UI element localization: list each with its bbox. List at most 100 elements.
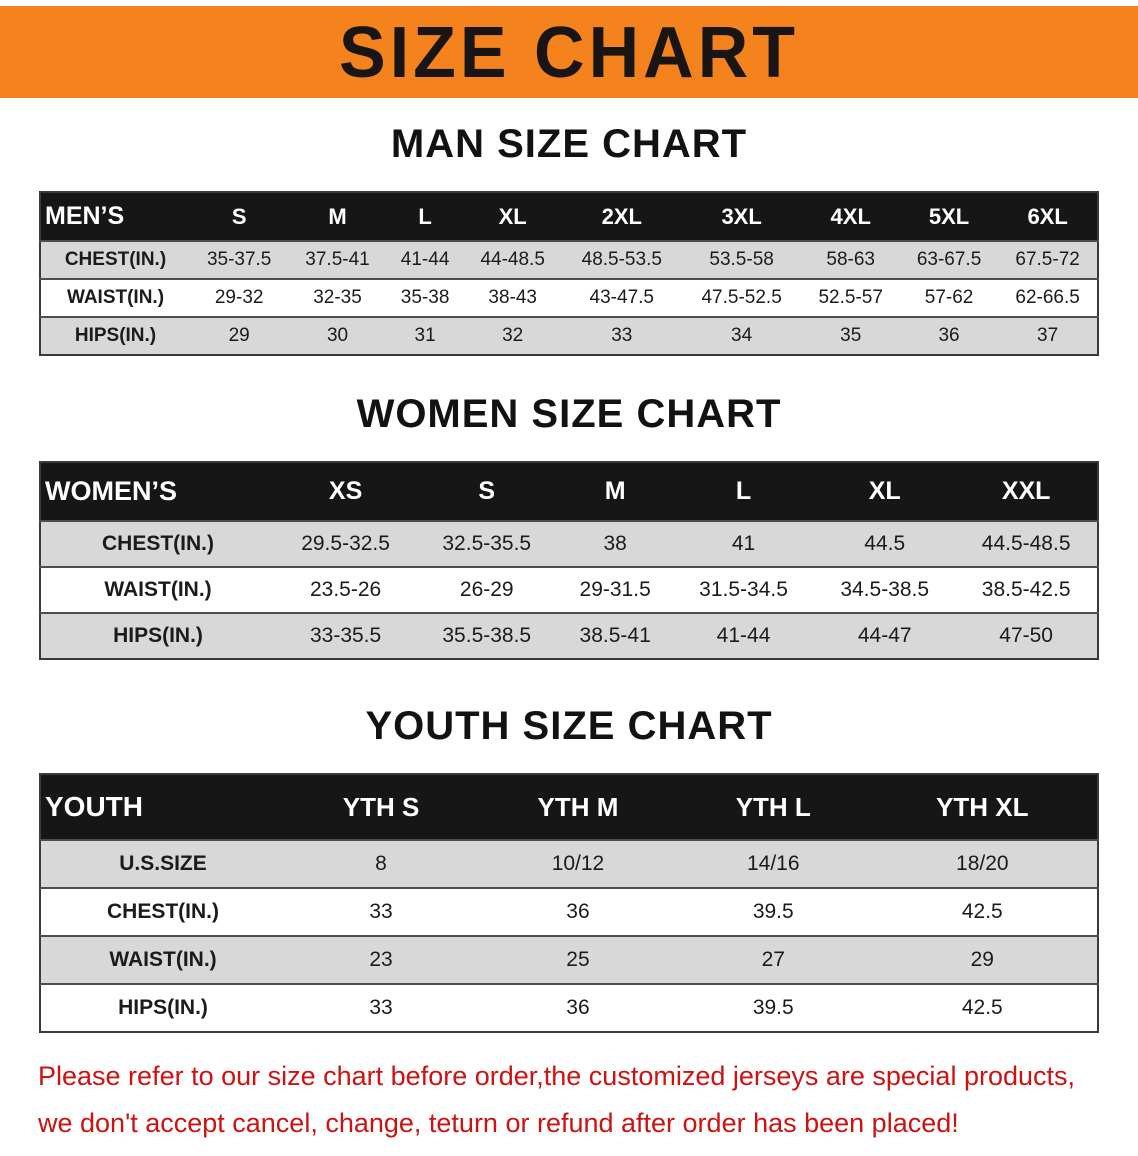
size-column-header: 5XL <box>928 203 970 229</box>
table-header-row: YOUTH YTH S YTH M YTH L YTH XL <box>40 774 1098 840</box>
measurement-label: WAIST(IN.) <box>66 287 165 308</box>
measurement-row: HIPS(IN.) 33-35.5 35.5-38.5 38.5-41 41-44 44-… <box>40 613 1098 659</box>
measurement-label: HIPS(IN.) <box>74 325 157 346</box>
size-value: 47-50 <box>999 624 1053 647</box>
measurement-row: WAIST(IN.) 23 25 27 29 <box>40 936 1098 984</box>
size-value: 23.5-26 <box>309 578 382 601</box>
measurement-row: CHEST(IN.) 33 36 39.5 42.5 <box>40 888 1098 936</box>
size-value: 38.5-42.5 <box>981 578 1071 601</box>
size-value: 42.5 <box>961 900 1003 923</box>
size-value: 33-35.5 <box>309 624 382 647</box>
size-value: 44.5 <box>864 532 906 555</box>
size-value: 38 <box>603 532 627 555</box>
size-value: 29-31.5 <box>579 578 651 601</box>
size-value: 34 <box>731 325 753 346</box>
men-size-table: MEN’S S M L XL 2XL 3XL 4XL 5XL 6XL CHEST(IN.) 35-37… <box>39 191 1099 356</box>
size-column-header: M <box>604 477 626 505</box>
size-value: 32 <box>502 325 524 346</box>
size-value: 29 <box>970 948 994 971</box>
size-value: 39.5 <box>752 996 794 1019</box>
size-value: 48.5-53.5 <box>581 249 662 270</box>
footer-note: Please refer to our size chart before or… <box>38 1053 1100 1148</box>
size-column-header: 6XL <box>1027 203 1068 229</box>
size-column-header: M <box>328 203 347 229</box>
size-value: 41-44 <box>716 624 771 647</box>
size-value: 8 <box>375 852 387 875</box>
size-column-header: 4XL <box>830 203 871 229</box>
measurement-row: WAIST(IN.) 23.5-26 26-29 29-31.5 31.5-34.5 34… <box>40 567 1098 613</box>
measurement-row: HIPS(IN.) 33 36 39.5 42.5 <box>40 984 1098 1032</box>
size-value: 31 <box>414 325 436 346</box>
size-value: 44-47 <box>857 624 912 647</box>
size-value: 67.5-72 <box>1015 249 1080 270</box>
size-value: 35-38 <box>400 287 450 308</box>
size-value: 52.5-57 <box>818 287 883 308</box>
size-value: 41-44 <box>400 249 450 270</box>
size-value: 35 <box>840 325 862 346</box>
size-value: 38-43 <box>488 287 537 308</box>
size-value: 44-48.5 <box>480 249 545 270</box>
size-value: 26-29 <box>459 578 514 601</box>
size-value: 41 <box>731 532 756 555</box>
size-value: 30 <box>326 325 349 346</box>
table-header-row: WOMEN’S XS S M L XL XXL <box>40 462 1098 521</box>
youth-section-heading: YOUTH SIZE CHART <box>365 704 773 748</box>
measurement-row: CHEST(IN.) 29.5-32.5 32.5-35.5 38 41 44.5 44.5… <box>40 521 1098 567</box>
size-value: 57-62 <box>924 287 974 308</box>
measurement-label: CHEST(IN.) <box>107 900 219 923</box>
size-value: 29-32 <box>214 287 264 308</box>
size-column-header: L <box>418 203 432 229</box>
size-value: 29.5-32.5 <box>301 532 390 555</box>
size-value: 35.5-38.5 <box>442 624 532 647</box>
table-corner-label: WOMEN’S <box>45 476 177 506</box>
size-value: 34.5-38.5 <box>840 578 930 601</box>
size-value: 35-37.5 <box>206 249 272 270</box>
measurement-label: CHEST(IN.) <box>102 532 214 555</box>
size-value: 37 <box>1037 325 1059 346</box>
measurement-row: HIPS(IN.) 29 30 31 32 33 34 35 36 37 <box>40 317 1098 355</box>
size-value: 62-66.5 <box>1015 287 1080 308</box>
size-value: 37.5-41 <box>305 249 370 270</box>
size-column-header: YTH M <box>537 791 619 822</box>
size-value: 27 <box>761 948 785 971</box>
measurement-label: HIPS(IN.) <box>118 996 208 1019</box>
size-value: 33 <box>611 325 633 346</box>
youth-size-table: YOUTH YTH S YTH M YTH L YTH XL U.S.SIZE 8 10/12… <box>39 773 1099 1033</box>
section-men: MAN SIZE CHART MEN’S S M L XL 2XL 3XL 4XL 5XL 6XL… <box>0 122 1138 356</box>
section-women: WOMEN SIZE CHART WOMEN’S XS S M L XL XXL CHEST(… <box>0 392 1138 660</box>
size-value: 36 <box>938 325 960 346</box>
table-corner-label: MEN’S <box>45 202 125 230</box>
size-column-header: S <box>478 477 496 505</box>
size-column-header: 3XL <box>721 203 762 229</box>
size-value: 63-67.5 <box>916 249 982 270</box>
size-column-header: YTH S <box>342 791 420 822</box>
measurement-label: WAIST(IN.) <box>109 948 217 971</box>
size-value: 18/20 <box>956 852 1009 875</box>
size-value: 32.5-35.5 <box>442 532 532 555</box>
size-value: 29 <box>228 325 250 346</box>
size-value: 23 <box>369 948 393 971</box>
size-chart-page: SIZE CHART MAN SIZE CHART MEN’S S M L XL 2XL 3… <box>0 6 1138 1148</box>
size-column-header: XXL <box>1001 477 1051 505</box>
size-value: 43-47.5 <box>589 287 654 308</box>
size-value: 47.5-52.5 <box>701 287 782 308</box>
size-column-header: YTH XL <box>936 791 1029 822</box>
size-value: 58-63 <box>826 249 876 270</box>
measurement-row: U.S.SIZE 8 10/12 14/16 18/20 <box>40 840 1098 888</box>
size-value: 36 <box>566 996 590 1019</box>
women-size-table: WOMEN’S XS S M L XL XXL CHEST(IN.) 29.5-32.5 32.5… <box>39 461 1099 660</box>
size-value: 33 <box>369 996 393 1019</box>
size-value: 38.5-41 <box>579 624 651 647</box>
size-column-header: YTH L <box>735 791 811 822</box>
size-column-header: XL <box>868 477 901 505</box>
footer-line-2: we don't accept cancel, change, teturn o… <box>38 1108 959 1139</box>
men-section-heading: MAN SIZE CHART <box>390 122 748 166</box>
women-section-heading: WOMEN SIZE CHART <box>356 392 782 436</box>
banner: SIZE CHART <box>0 6 1138 98</box>
size-value: 25 <box>566 948 590 971</box>
size-value: 31.5-34.5 <box>699 578 788 601</box>
size-value: 42.5 <box>961 996 1003 1019</box>
page-title: SIZE CHART <box>339 11 799 93</box>
size-column-header: 2XL <box>601 203 642 229</box>
section-youth: YOUTH SIZE CHART YOUTH YTH S YTH M YTH L YTH… <box>0 704 1138 1033</box>
